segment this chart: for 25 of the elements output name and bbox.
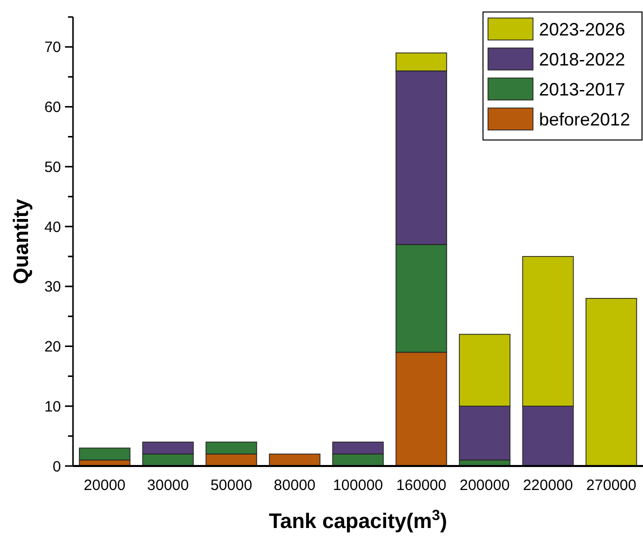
bar [268,454,320,466]
x-tick-label: 50000 [210,477,252,494]
x-tick-label: 200000 [460,477,510,494]
x-tick-label: 160000 [396,477,446,494]
y-tick-label: 40 [44,218,61,236]
y-tick-label: 50 [44,158,61,176]
x-axis-title: Tank capacity(m$^{3}$) [268,508,448,533]
x-tick-label: 20000 [84,477,126,494]
y-tick-label: 70 [44,39,61,56]
legend-label: before2012 [539,109,630,130]
legend-label: 2023-2026 [539,19,626,40]
x-tick-label: 270000 [586,477,636,494]
y-tick-label: 10 [44,398,61,416]
y-tick-label: 20 [44,338,61,356]
y-tick-label: 60 [44,99,61,116]
bar [586,298,638,466]
y-axis-title: Quantity [10,198,33,284]
x-tick-label: 30000 [147,477,189,494]
y-tick-label: 30 [44,278,61,296]
legend-label: 2013-2017 [539,79,626,100]
x-tick-label: 100000 [332,477,384,494]
legend-label: 2018-2022 [539,49,626,70]
y-tick-label: 0 [52,458,61,476]
x-tick-label: 220000 [522,477,574,494]
x-tick-label: 80000 [274,477,316,494]
